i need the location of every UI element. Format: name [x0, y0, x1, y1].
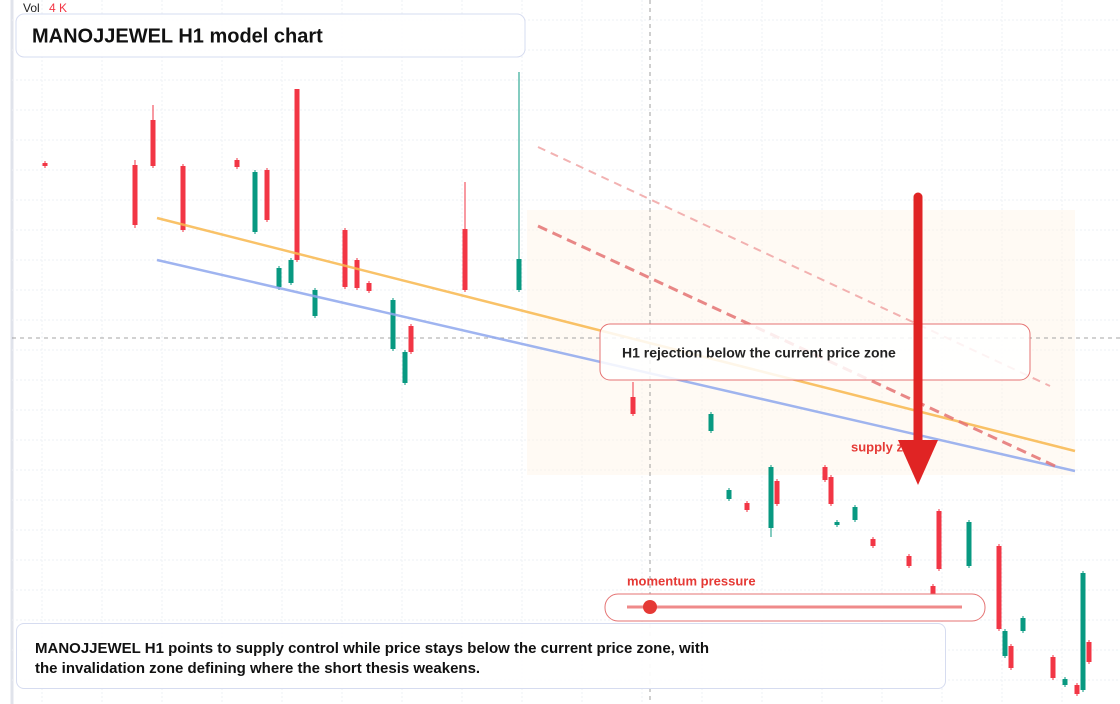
candle-body	[276, 268, 282, 287]
candle-body	[180, 166, 186, 230]
candle-body	[516, 259, 522, 290]
candle-body	[852, 507, 858, 520]
candle-body	[768, 467, 774, 528]
candle-body	[744, 503, 750, 510]
candle-body	[1080, 573, 1086, 690]
candle-body	[966, 522, 972, 566]
candle-body	[774, 481, 780, 504]
candle-body	[630, 397, 636, 414]
candle-body	[342, 230, 348, 287]
candle-body	[822, 467, 828, 480]
candle-body	[402, 352, 408, 383]
candle-body	[834, 522, 840, 525]
candle-body	[42, 163, 48, 166]
candle-body	[252, 172, 258, 232]
candle-body	[390, 300, 396, 349]
candle-body	[408, 326, 414, 352]
candle-body	[294, 89, 300, 260]
volume-label: Vol	[23, 1, 40, 15]
candle-body	[366, 283, 372, 291]
trend-line	[537, 146, 1051, 387]
chart-title: MANOJJEWEL H1 model chart	[32, 25, 323, 47]
candle-body	[234, 160, 240, 167]
candle-body	[1062, 679, 1068, 685]
candle-body	[312, 290, 318, 316]
candle-body	[1074, 685, 1080, 694]
annotation: H1 rejection below the current price zon…	[622, 345, 896, 361]
candle-body	[1086, 642, 1092, 662]
candle-body	[1008, 646, 1014, 668]
arrow-head	[898, 440, 938, 485]
candle-body	[1050, 657, 1056, 678]
candle-body	[1020, 618, 1026, 631]
candle-body	[288, 260, 294, 283]
candle-body	[996, 546, 1002, 629]
candle-body	[708, 414, 714, 431]
gauge-label: momentum pressure	[627, 573, 756, 588]
caption-box: MANOJJEWEL H1 points to supply control w…	[16, 623, 946, 689]
candle-body	[1002, 631, 1008, 656]
candle-body	[726, 490, 732, 499]
caption: MANOJJEWEL H1 points to supply control w…	[35, 640, 709, 677]
candle-body	[150, 120, 156, 166]
candle-body	[906, 556, 912, 566]
title-box	[15, 13, 526, 58]
candle-body	[870, 539, 876, 546]
candles	[42, 72, 1092, 696]
gauge-knob	[643, 600, 657, 614]
candle-body	[354, 260, 360, 288]
candle-body	[930, 586, 936, 594]
volume-value: 4 K	[49, 1, 67, 15]
candle-body	[462, 229, 468, 290]
candle-body	[264, 170, 270, 220]
candle-body	[828, 477, 834, 504]
candle-body	[132, 165, 138, 225]
candle-body	[936, 511, 942, 569]
